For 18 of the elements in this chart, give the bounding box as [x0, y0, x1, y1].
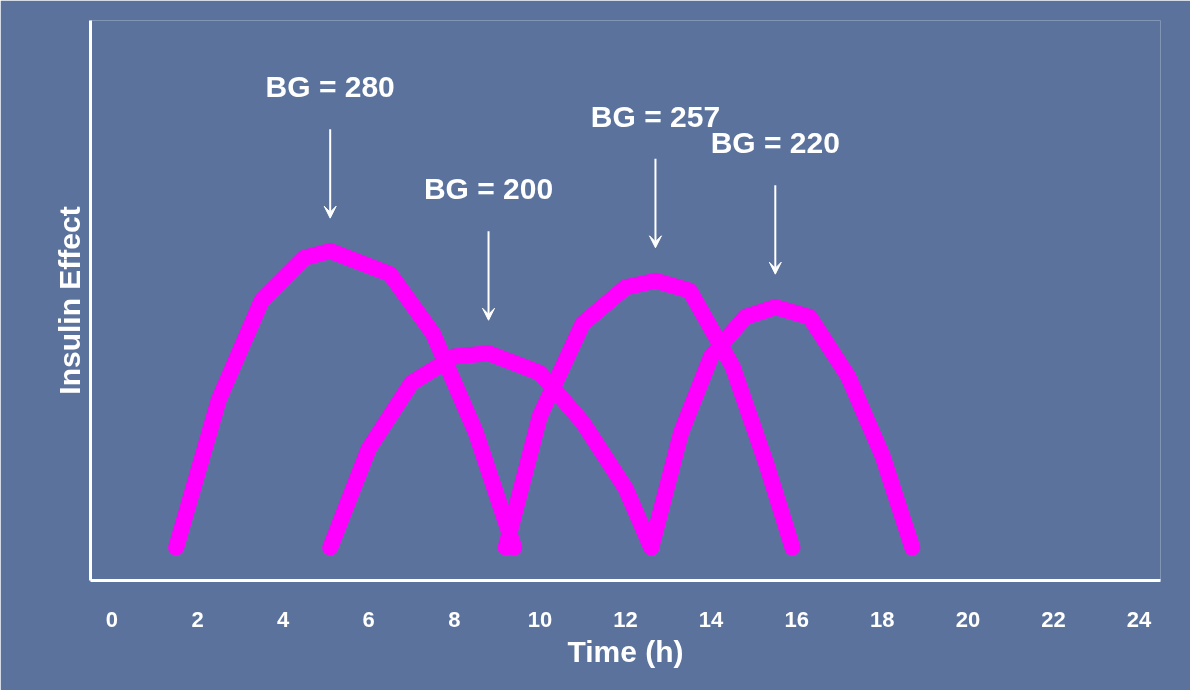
- x-tick-label: 4: [276, 606, 290, 632]
- text: BG = 200: [423, 171, 554, 205]
- text: BG = 280: [265, 69, 395, 103]
- x-tick-label: 20: [955, 606, 981, 632]
- y-axis-title: Insulin Effect: [52, 206, 86, 395]
- x-tick-label: 22: [1041, 606, 1066, 632]
- x-tick-label: 0: [105, 606, 119, 632]
- x-tick-label: 6: [362, 606, 375, 632]
- x-tick-label: 14: [698, 606, 725, 632]
- x-axis-title: Time (h): [567, 634, 684, 668]
- x-tick-label: 24: [1126, 606, 1153, 632]
- x-tick-label: 2: [191, 606, 204, 632]
- x-tick-label: 8: [448, 606, 461, 632]
- x-tick-label: 12: [613, 606, 638, 632]
- x-tick-label: 18: [870, 606, 895, 632]
- x-tick-label: 16: [784, 606, 809, 632]
- x-tick-label: 10: [527, 606, 553, 632]
- text: BG = 257: [590, 99, 721, 133]
